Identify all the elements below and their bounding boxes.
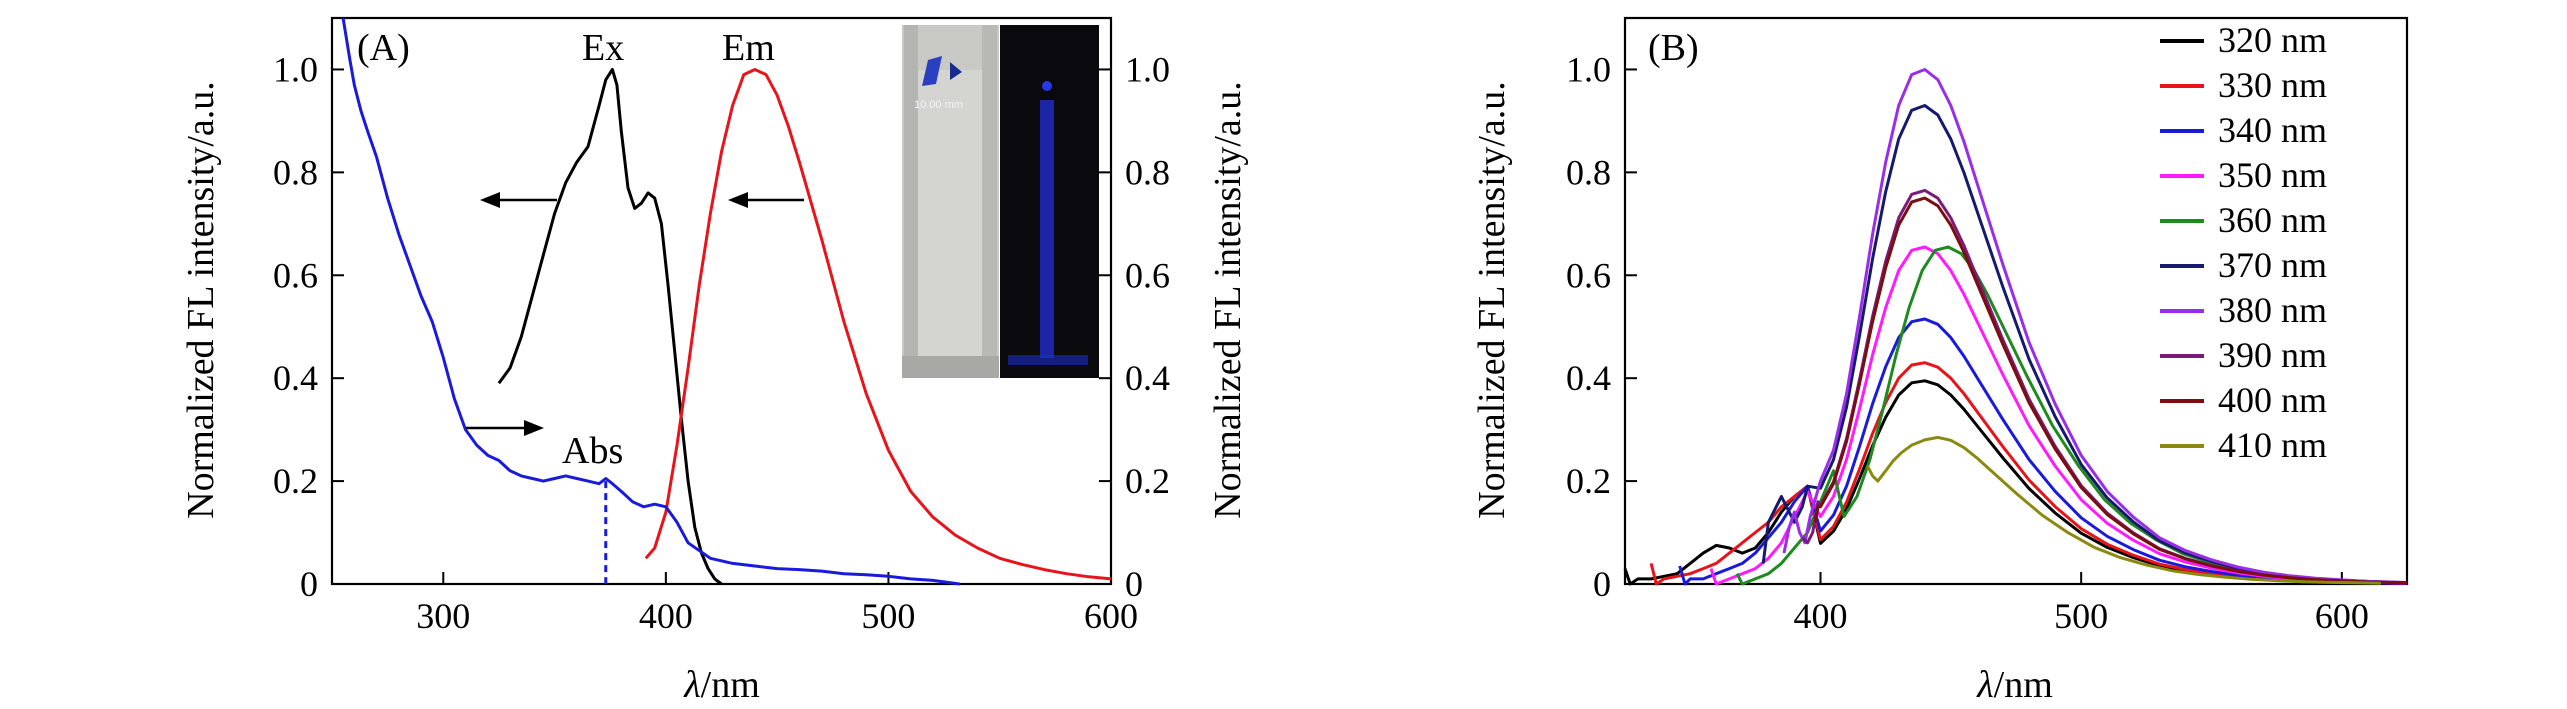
panel-b: (B) 400 500 600 0 0.2 0.4 0.6 0.8 1.0 Normalized… <box>1471 16 2409 706</box>
panel-b-x-tick-label: 500 <box>2054 596 2108 636</box>
panel-b-series <box>1623 68 2408 586</box>
panel-b-x-axis-label: λ/nm <box>1976 664 2053 706</box>
panel-a-right-y-tick-label: 0.6 <box>1125 255 1170 295</box>
series-em-line <box>644 68 1112 581</box>
panel-a-x-axis-label-unit: /nm <box>701 664 760 706</box>
panel-a-x-tick-label: 500 <box>861 596 915 636</box>
panel-a-y-tick-label: 0.8 <box>273 152 318 192</box>
legend-label-350-nm: 350 nm <box>2218 155 2327 195</box>
series-abs-line <box>341 17 960 586</box>
em-label: Em <box>722 27 775 69</box>
series-350-nm-line <box>1709 245 2408 586</box>
panel-b-legend: 320 nm 330 nm 340 nm 350 nm 360 nm 370 nm 380 … <box>2160 20 2327 465</box>
cuvette-uv-spot <box>1042 81 1052 91</box>
legend-label-380-nm: 380 nm <box>2218 290 2327 330</box>
panel-a-x-tick-label: 600 <box>1084 596 1138 636</box>
cuvette-left-edge <box>904 25 918 378</box>
panel-a-y-axis-label-right: Normalized FL intensity/a.u. <box>1207 81 1249 519</box>
panel-b-y-tick-label: 0.2 <box>1566 461 1611 501</box>
panel-a-right-y-tick-label: 0.8 <box>1125 152 1170 192</box>
panel-b-y-tick-label: 0.6 <box>1566 255 1611 295</box>
legend-label-330-nm: 330 nm <box>2218 65 2327 105</box>
panel-a-y-tick-label: 1.0 <box>273 49 318 89</box>
cuvette-scale-text: 10.00 mm <box>914 99 963 111</box>
panel-b-y-tick-label: 0.4 <box>1566 358 1611 398</box>
abs-label: Abs <box>562 430 623 472</box>
cuvette-triangle-icon <box>950 62 962 80</box>
series-380-nm-line <box>1782 68 2408 584</box>
ex-arrow <box>480 192 557 208</box>
legend-label-370-nm: 370 nm <box>2218 245 2327 285</box>
series-330-nm-line <box>1649 361 2408 586</box>
legend-label-390-nm: 390 nm <box>2218 335 2327 375</box>
panel-a-series <box>341 17 1112 586</box>
panel-a-x-tick-label: 400 <box>639 596 693 636</box>
abs-arrow <box>466 420 544 436</box>
cuvette-uv-glow-base <box>1008 355 1088 365</box>
series-340-nm-line <box>1678 317 2408 586</box>
panel-b-label: (B) <box>1648 27 1699 69</box>
panel-b-x-axis-label-unit: /nm <box>1994 664 2053 706</box>
cuvette-logo-icon <box>922 56 942 86</box>
ex-label: Ex <box>582 27 624 69</box>
panel-b-x-axis-label-symbol: λ <box>1976 664 1993 706</box>
panel-a-x-axis-label-symbol: λ <box>683 664 700 706</box>
cuvette-uv-glow <box>1040 100 1054 358</box>
panel-a-y-axis-label: Normalized FL intensity/a.u. <box>180 81 222 519</box>
series-400-nm-line <box>1813 196 2408 585</box>
panel-a-right-y-tick-label: 0.2 <box>1125 461 1170 501</box>
panel-a-y-tick-label: 0 <box>300 564 318 604</box>
panel-b-x-tick-label: 400 <box>1794 596 1848 636</box>
cuvette-photo-inset: 10.00 mm <box>902 25 1099 378</box>
panel-b-y-axis-label: Normalized FL intensity/a.u. <box>1471 81 1513 519</box>
panel-a-right-y-tick-label: 0.4 <box>1125 358 1170 398</box>
panel-a-y-tick-label: 0.6 <box>273 255 318 295</box>
panel-a-right-y-tick-label: 1.0 <box>1125 49 1170 89</box>
legend-label-320-nm: 320 nm <box>2218 20 2327 60</box>
panel-a-y-tick-label: 0.4 <box>273 358 318 398</box>
panel-a-label: (A) <box>357 27 410 69</box>
panel-b-x-tick-label: 600 <box>2315 596 2369 636</box>
cuvette-right-edge <box>982 25 997 378</box>
cuvette-base <box>902 356 999 378</box>
legend-label-410-nm: 410 nm <box>2218 425 2327 465</box>
panel-b-axes: 400 500 600 0 0.2 0.4 0.6 0.8 1.0 <box>1566 49 2369 636</box>
series-410-nm-line <box>1866 435 2381 585</box>
panel-b-y-tick-label: 1.0 <box>1566 49 1611 89</box>
panel-a-y-tick-label: 0.2 <box>273 461 318 501</box>
series-ex-line <box>497 68 723 586</box>
panel-b-y-tick-label: 0.8 <box>1566 152 1611 192</box>
legend-label-400-nm: 400 nm <box>2218 380 2327 420</box>
panel-a-right-y-tick-label: 0 <box>1125 564 1143 604</box>
legend-label-360-nm: 360 nm <box>2218 200 2327 240</box>
panel-b-y-tick-label: 0 <box>1593 564 1611 604</box>
panel-a-x-axis-label: λ/nm <box>683 664 760 706</box>
panel-a-x-tick-label: 300 <box>416 596 470 636</box>
panel-b-plot-frame <box>1623 16 2409 586</box>
em-arrow <box>728 192 804 208</box>
legend-label-340-nm: 340 nm <box>2218 110 2327 150</box>
cuvette-inner-glass <box>918 70 982 360</box>
